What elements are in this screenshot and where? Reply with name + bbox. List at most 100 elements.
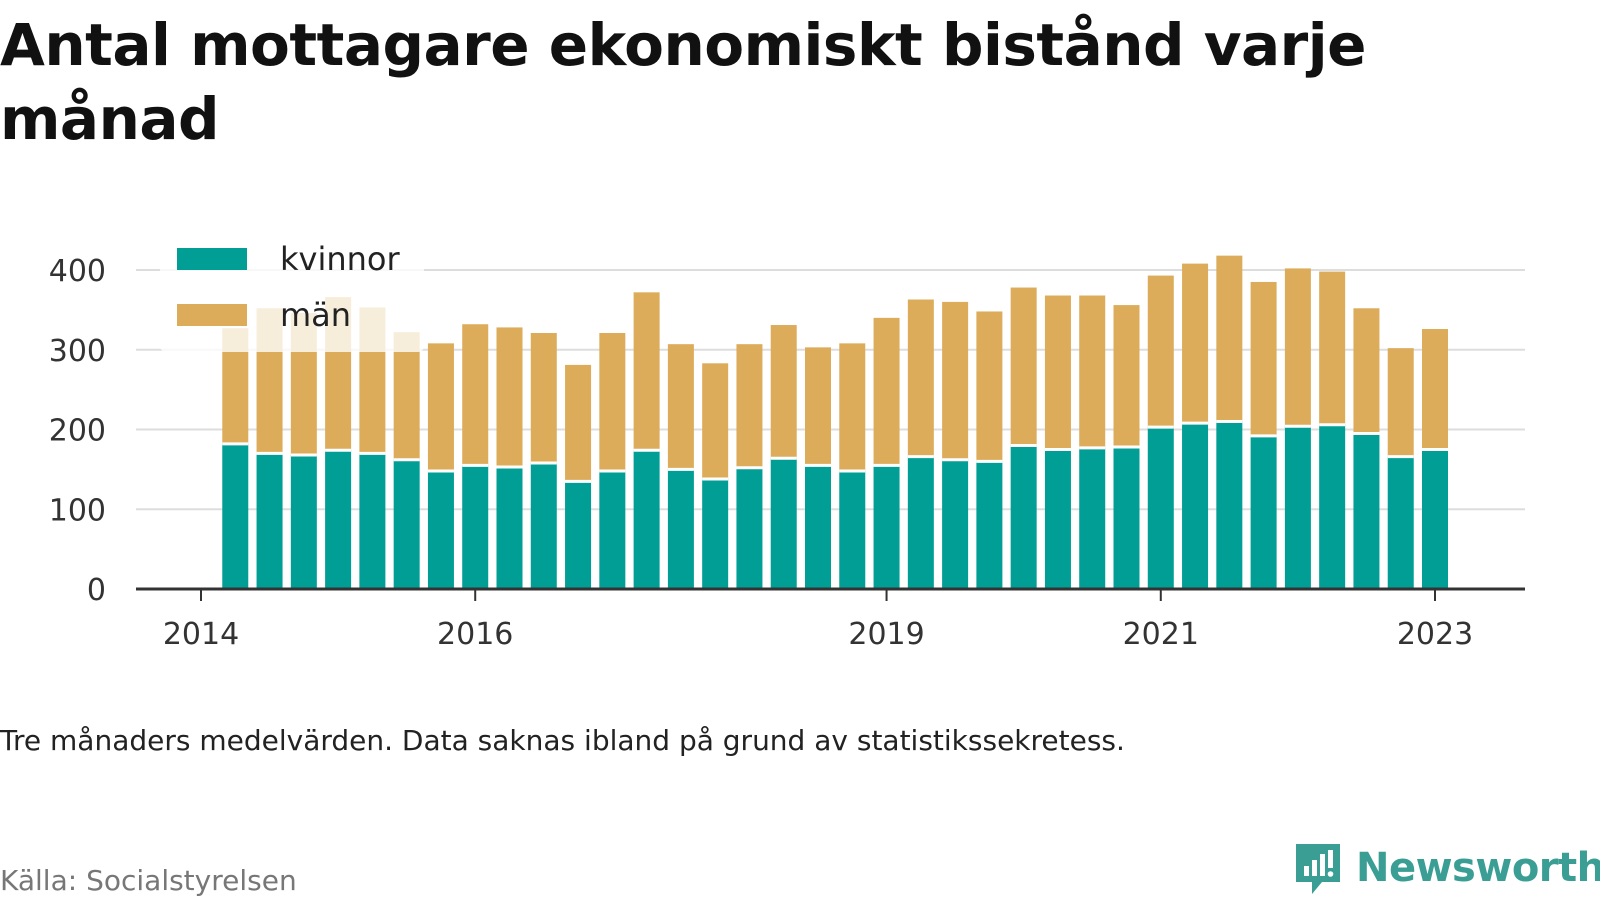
bar-man xyxy=(702,363,729,479)
bar-man xyxy=(633,292,660,451)
brand-name: Newsworthy xyxy=(1356,845,1600,891)
bar-man xyxy=(1113,305,1140,448)
y-tick-label: 0 xyxy=(87,573,106,608)
bar-group xyxy=(1010,287,1037,589)
legend-swatch xyxy=(177,304,247,326)
bar-group xyxy=(393,332,420,589)
bar-kvinnor xyxy=(256,453,283,589)
bar-group xyxy=(1113,305,1140,589)
bar-group xyxy=(736,344,763,589)
bar-kvinnor xyxy=(942,459,969,589)
bar-man xyxy=(427,343,454,471)
bar-kvinnor xyxy=(1319,424,1346,589)
bar-kvinnor xyxy=(633,450,660,589)
bar-man xyxy=(976,311,1003,462)
bar-kvinnor xyxy=(1113,447,1140,589)
bar-kvinnor xyxy=(667,469,694,589)
bar-kvinnor xyxy=(702,478,729,589)
bar-group xyxy=(667,344,694,589)
bar-kvinnor xyxy=(1353,433,1380,589)
bar-kvinnor xyxy=(805,465,831,589)
bar-group xyxy=(325,297,352,589)
bar-kvinnor xyxy=(873,465,900,589)
bar-group xyxy=(1353,308,1380,589)
y-tick-label: 200 xyxy=(49,414,106,449)
bar-group xyxy=(1319,271,1346,589)
bar-group xyxy=(599,333,626,589)
bar-group xyxy=(222,328,249,589)
bar-kvinnor xyxy=(427,470,454,589)
bar-kvinnor xyxy=(1284,426,1311,589)
bar-kvinnor xyxy=(496,466,523,589)
bar-man xyxy=(496,327,523,467)
chart-title: Antal mottagare ekonomiskt bistånd varje… xyxy=(0,11,1367,153)
bar-group xyxy=(1422,329,1448,589)
bar-kvinnor xyxy=(1079,447,1106,589)
bar-kvinnor xyxy=(1250,435,1277,589)
bar-group xyxy=(462,324,489,589)
bar-man xyxy=(942,301,969,460)
bar-man xyxy=(462,324,489,466)
bar-kvinnor xyxy=(325,450,352,589)
bar-man xyxy=(667,344,694,470)
stacked-bar-chart: 0 100 200 300 400 2014 2016 2019 2021 2023 kvinno… xyxy=(48,0,1525,652)
bar-man xyxy=(1422,329,1448,450)
bar-man xyxy=(907,299,934,457)
bar-kvinnor xyxy=(290,455,317,589)
bar-group xyxy=(1147,275,1174,589)
x-tick-label: 2016 xyxy=(437,617,513,652)
bar-kvinnor xyxy=(393,459,420,589)
bar-group xyxy=(496,327,523,589)
bar-group xyxy=(1079,295,1106,589)
bar-man xyxy=(1387,348,1414,457)
bar-kvinnor xyxy=(976,461,1003,589)
bar-man xyxy=(530,333,557,463)
bar-kvinnor xyxy=(1010,445,1037,589)
bar-group xyxy=(702,363,729,589)
bars xyxy=(222,0,1483,589)
bar-group xyxy=(1284,268,1311,589)
legend-label: män xyxy=(280,296,351,334)
bar-kvinnor xyxy=(1216,421,1243,589)
bar-kvinnor xyxy=(599,470,626,589)
legend-swatch xyxy=(177,248,247,270)
bar-group xyxy=(1182,263,1209,589)
axes: 0 100 200 300 400 2014 2016 2019 2021 2023 xyxy=(49,254,1525,652)
bar-man xyxy=(1079,295,1106,448)
bar-man xyxy=(839,343,866,471)
bar-group xyxy=(976,311,1003,589)
bar-man xyxy=(770,325,797,459)
bar-man xyxy=(1044,295,1071,450)
brand-logo: Newsworthy xyxy=(1292,838,1600,898)
x-tick-label: 2021 xyxy=(1123,617,1199,652)
bar-kvinnor xyxy=(770,458,797,589)
bar-man xyxy=(565,364,592,482)
bar-man xyxy=(805,347,831,466)
legend-label: kvinnor xyxy=(280,240,401,278)
bar-group xyxy=(290,313,317,589)
chart-note: Tre månaders medelvärden. Data saknas ib… xyxy=(0,724,1125,757)
bar-group xyxy=(1044,295,1071,589)
bar-man xyxy=(1182,263,1209,424)
bar-kvinnor xyxy=(1147,427,1174,589)
legend: kvinnor män xyxy=(160,232,424,352)
bar-group xyxy=(1216,255,1243,589)
bar-man xyxy=(1010,287,1037,446)
bar-kvinnor xyxy=(1422,449,1448,589)
newsworthy-logo-icon xyxy=(1296,844,1340,894)
bar-man xyxy=(1319,271,1346,425)
source-credit: Källa: Socialstyrelsen xyxy=(0,864,297,897)
bar-kvinnor xyxy=(530,462,557,589)
y-tick-label: 400 xyxy=(49,254,106,289)
bar-kvinnor xyxy=(1044,449,1071,589)
bar-man xyxy=(393,332,420,460)
bar-kvinnor xyxy=(462,465,489,589)
bar-kvinnor xyxy=(839,470,866,589)
y-tick-label: 300 xyxy=(49,334,106,369)
bar-group xyxy=(1387,348,1414,589)
y-tick-label: 100 xyxy=(49,493,106,528)
bar-group xyxy=(907,299,934,589)
bar-group xyxy=(770,325,797,589)
bar-group xyxy=(805,347,831,589)
x-tick-label: 2019 xyxy=(848,617,924,652)
